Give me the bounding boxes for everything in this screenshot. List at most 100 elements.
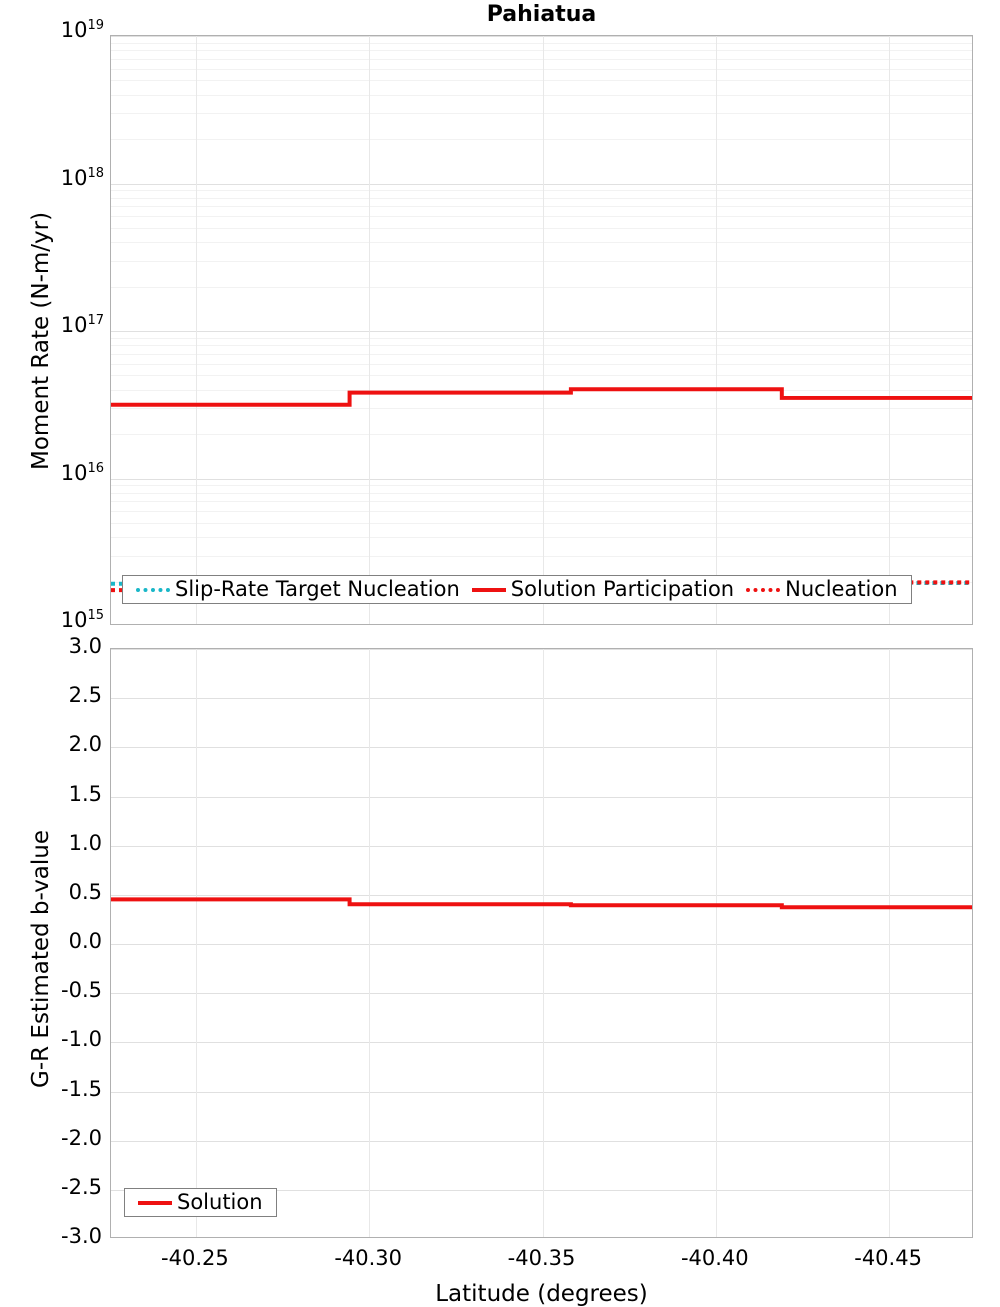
gridline-horizontal [111,747,972,749]
x-tick-label: -40.35 [507,1246,576,1270]
gridline-vertical [715,36,717,624]
gridline-horizontal [111,353,972,355]
gridline-horizontal [111,894,972,896]
gridline-vertical [195,36,197,624]
gridline-horizontal [111,50,972,52]
y-tick-label-bvalue: -3.0 [61,1224,102,1248]
gridline-horizontal [111,42,972,44]
y-tick-label-bvalue: 3.0 [68,634,102,658]
bvalue-plot-area [110,648,973,1238]
gridline-vertical [369,649,371,1237]
page-title: Pahiatua [486,2,597,27]
cyan-dotted-line-icon [136,587,170,592]
y-tick-label-bvalue: -1.0 [61,1027,102,1052]
gridline-horizontal [111,286,972,288]
gridline-horizontal [111,331,972,332]
gridline-horizontal [111,36,972,37]
gridline-horizontal [111,649,972,650]
x-tick-label: -40.25 [161,1246,229,1270]
gridline-horizontal [111,68,972,70]
y-tick-label-bvalue: -0.5 [61,978,102,1003]
gridline-horizontal [111,698,972,700]
moment-rate-plot-area [110,35,973,625]
gridline-horizontal [111,1091,972,1093]
gridline-vertical [715,649,717,1237]
gridline-vertical [889,36,891,624]
gridline-horizontal [111,408,972,410]
moment-rate-y-axis-title: Moment Rate (N-m/yr) [28,211,54,470]
gridline-horizontal [111,1140,972,1142]
red-solid-line-icon [471,587,506,592]
legend-label-solution-participation: Solution Participation [510,577,735,601]
red-solid-line-icon [138,1200,172,1205]
gridline-horizontal [111,796,972,798]
x-tick-label: -40.30 [334,1246,403,1270]
legend-label-nucleation: Nucleation [785,577,898,601]
y-tick-label-moment: 1018 [60,165,104,190]
y-tick-label-moment: 1016 [60,460,104,485]
gridline-vertical [369,36,371,624]
gridline-horizontal [111,993,972,995]
red-dotted-line-icon [746,587,781,592]
gridline-horizontal [111,242,972,244]
y-tick-label-bvalue: 0.5 [68,879,102,904]
bvalue-y-axis-title: G-R Estimated b-value [28,829,54,1088]
y-tick-label-bvalue: -2.0 [61,1125,102,1150]
gridline-horizontal [111,501,972,503]
moment-rate-series-layer [111,387,972,593]
moment-rate-legend: Slip-Rate Target Nucleation Solution Par… [122,575,912,604]
gridline-vertical [195,649,197,1237]
gridline-horizontal [111,845,972,847]
gridline-vertical [542,36,544,624]
y-tick-label-moment: 1015 [60,608,104,632]
y-tick-label-bvalue: -1.5 [61,1076,102,1101]
gridline-horizontal [111,216,972,218]
legend-item-solution: Solution [132,1192,269,1213]
gridline-horizontal [111,492,972,494]
gridline-horizontal [111,58,972,60]
series-line-solution [111,897,972,910]
y-tick-label-bvalue: -2.5 [61,1174,102,1199]
bvalue-series-layer [111,897,972,910]
gridline-horizontal [111,363,972,365]
gridline-horizontal [111,537,972,539]
gridline-vertical [889,649,891,1237]
gridline-horizontal [111,555,972,557]
x-axis-title: Latitude (degrees) [435,1281,648,1307]
gridline-horizontal [111,485,972,487]
legend-item-nucleation: Nucleation [740,579,903,600]
y-tick-label-bvalue: 1.0 [68,830,102,855]
y-tick-label-moment: 1019 [60,18,104,42]
legend-item-solution-participation: Solution Participation [466,579,740,600]
gridline-horizontal [111,944,972,945]
legend-label-slip-rate-target-nucleation: Slip-Rate Target Nucleation [175,577,460,601]
gridline-horizontal [111,94,972,96]
gridline-horizontal [111,375,972,377]
gridline-horizontal [111,511,972,513]
gridline-horizontal [111,434,972,436]
gridline-horizontal [111,113,972,115]
gridline-horizontal [111,206,972,208]
gridline-horizontal [111,260,972,262]
y-tick-label-bvalue: 2.0 [68,732,102,757]
x-tick-label: -40.40 [680,1246,749,1270]
gridline-horizontal [111,1189,972,1191]
y-tick-label-moment: 1017 [60,313,104,337]
gridline-horizontal [111,389,972,391]
gridline-horizontal [111,139,972,141]
gridline-horizontal [111,337,972,339]
gridline-horizontal [111,197,972,199]
y-tick-label-bvalue: 1.5 [68,781,102,806]
gridline-vertical [542,649,544,1237]
gridline-horizontal [111,80,972,82]
gridline-horizontal [111,478,972,480]
x-tick-label: -40.45 [854,1246,922,1270]
gridline-horizontal [111,183,972,185]
y-tick-label-bvalue: 0.0 [68,929,102,953]
gridline-horizontal [111,522,972,524]
legend-label-solution: Solution [177,1190,263,1214]
gridline-horizontal [111,227,972,229]
legend-item-slip-rate-target-nucleation: Slip-Rate Target Nucleation [130,579,466,600]
gridline-horizontal [111,1042,972,1044]
